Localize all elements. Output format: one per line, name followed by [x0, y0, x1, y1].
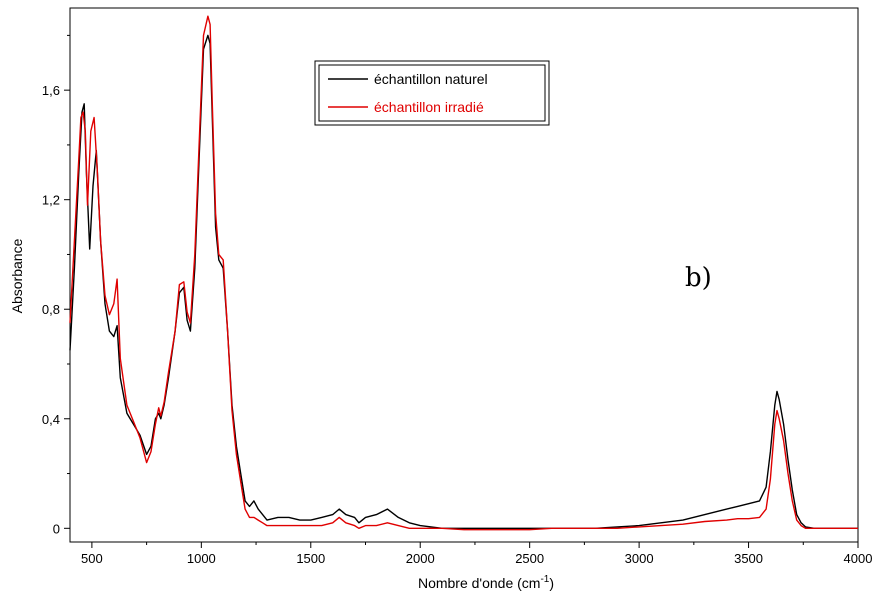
legend-label-naturel: échantillon naturel [374, 71, 488, 87]
x-tick-label: 500 [81, 551, 103, 566]
x-tick-label: 1500 [296, 551, 325, 566]
x-axis-title-main: Nombre d'onde (cm [418, 575, 541, 591]
x-tick-label: 2500 [515, 551, 544, 566]
legend-label-irradie: échantillon irradié [374, 99, 484, 115]
x-tick-label: 3000 [625, 551, 654, 566]
y-tick-label: 1,6 [42, 83, 60, 98]
x-axis-title-sup: -1 [540, 574, 549, 585]
y-tick-label: 0 [53, 521, 60, 536]
x-tick-label: 2000 [406, 551, 435, 566]
y-tick-label: 0,8 [42, 302, 60, 317]
legend-frame-outer [314, 60, 550, 126]
series-line-1 [69, 15, 858, 531]
axis-ticks: 500 1000 1500 2000 2500 3000 3500 4000 0 0,4 0,8 1,… [42, 34, 873, 566]
series-layer [69, 15, 858, 531]
x-axis-title-suffix: ) [549, 575, 554, 591]
x-tick-label: 1000 [187, 551, 216, 566]
x-tick-label: 4000 [844, 551, 873, 566]
series-line-0 [69, 34, 858, 529]
x-tick-label: 3500 [734, 551, 763, 566]
panel-annotation: b) [685, 263, 712, 293]
x-axis-title: Nombre d'onde (cm-1) [418, 574, 554, 591]
y-tick-label: 0,4 [42, 412, 60, 427]
legend-frame-inner [318, 64, 546, 122]
legend: échantillon naturel échantillon irradié [314, 60, 550, 126]
y-axis-title: Absorbance [9, 238, 25, 313]
y-tick-label: 1,2 [42, 193, 60, 208]
